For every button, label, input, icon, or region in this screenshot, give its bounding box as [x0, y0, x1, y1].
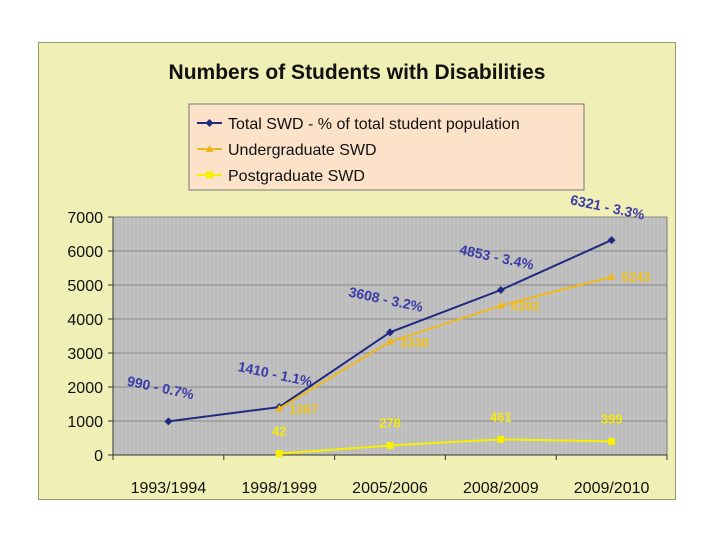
- data-label-postgraduate: 42: [272, 424, 286, 439]
- series-1: [164, 236, 616, 426]
- data-label-undergraduate: 1367: [289, 402, 318, 417]
- legend-box: [188, 103, 585, 191]
- series-2: [275, 272, 616, 412]
- legend-label: Postgraduate SWD: [228, 168, 365, 185]
- legend-label: Total SWD - % of total student populatio…: [228, 116, 520, 133]
- y-tick-label: 7000: [67, 210, 103, 227]
- data-label-undergraduate: 3330: [400, 335, 429, 350]
- legend-swatch-marker: [206, 171, 213, 179]
- data-label-undergraduate: 5243: [622, 270, 651, 285]
- data-point: [607, 236, 616, 245]
- data-label-postgraduate: 278: [379, 416, 401, 431]
- legend-entry: Postgraduate SWD: [197, 168, 365, 185]
- x-tick-label: 2008/2009: [463, 480, 539, 497]
- y-axis: 0 1000 2000 3000 4000 5000 6000 7000: [67, 210, 114, 465]
- x-tick-label: 2005/2006: [352, 480, 428, 497]
- y-tick-label: 0: [94, 448, 103, 465]
- data-point: [607, 272, 616, 280]
- legend-swatch-marker: [205, 119, 214, 127]
- x-axis: 1993/1994 1998/1999 2005/2006 2008/2009 2009…: [112, 454, 668, 497]
- data-point: [496, 285, 505, 294]
- data-label-postgraduate: 461: [490, 409, 512, 424]
- y-tick-label: 6000: [67, 244, 103, 261]
- plot-hatch: [115, 217, 665, 455]
- data-point: [275, 450, 283, 458]
- data-point: [164, 417, 173, 426]
- data-label-undergraduate: 4392: [511, 299, 540, 314]
- data-point: [497, 435, 505, 443]
- data-point: [386, 337, 394, 345]
- legend-entry: Total SWD - % of total student populatio…: [197, 116, 520, 133]
- legend-label: Undergraduate SWD: [228, 142, 377, 159]
- y-tick-label: 2000: [67, 380, 103, 397]
- series-line: [278, 275, 612, 410]
- legend: Total SWD - % of total student populatio…: [188, 103, 585, 191]
- series-3: [275, 435, 616, 458]
- data-point: [496, 301, 505, 309]
- series-layer: [164, 236, 616, 458]
- data-point: [386, 328, 394, 337]
- x-tick-label: 1993/1994: [131, 480, 207, 497]
- data-point: [608, 437, 616, 445]
- data-point: [386, 442, 394, 450]
- series-line: [279, 438, 612, 455]
- y-tick-label: 1000: [67, 414, 103, 431]
- legend-swatch-marker: [205, 145, 214, 152]
- y-tick-label: 3000: [67, 346, 103, 363]
- y-tick-label: 4000: [67, 312, 103, 329]
- legend-entry: Undergraduate SWD: [197, 142, 377, 159]
- data-label-postgraduate: 399: [601, 411, 623, 426]
- chart-title: Numbers of Students with Disabilities: [169, 61, 546, 84]
- data-point: [275, 404, 284, 412]
- y-tick-label: 5000: [67, 278, 103, 295]
- x-tick-label: 1998/1999: [241, 480, 317, 497]
- x-tick-label: 2009/2010: [574, 480, 650, 497]
